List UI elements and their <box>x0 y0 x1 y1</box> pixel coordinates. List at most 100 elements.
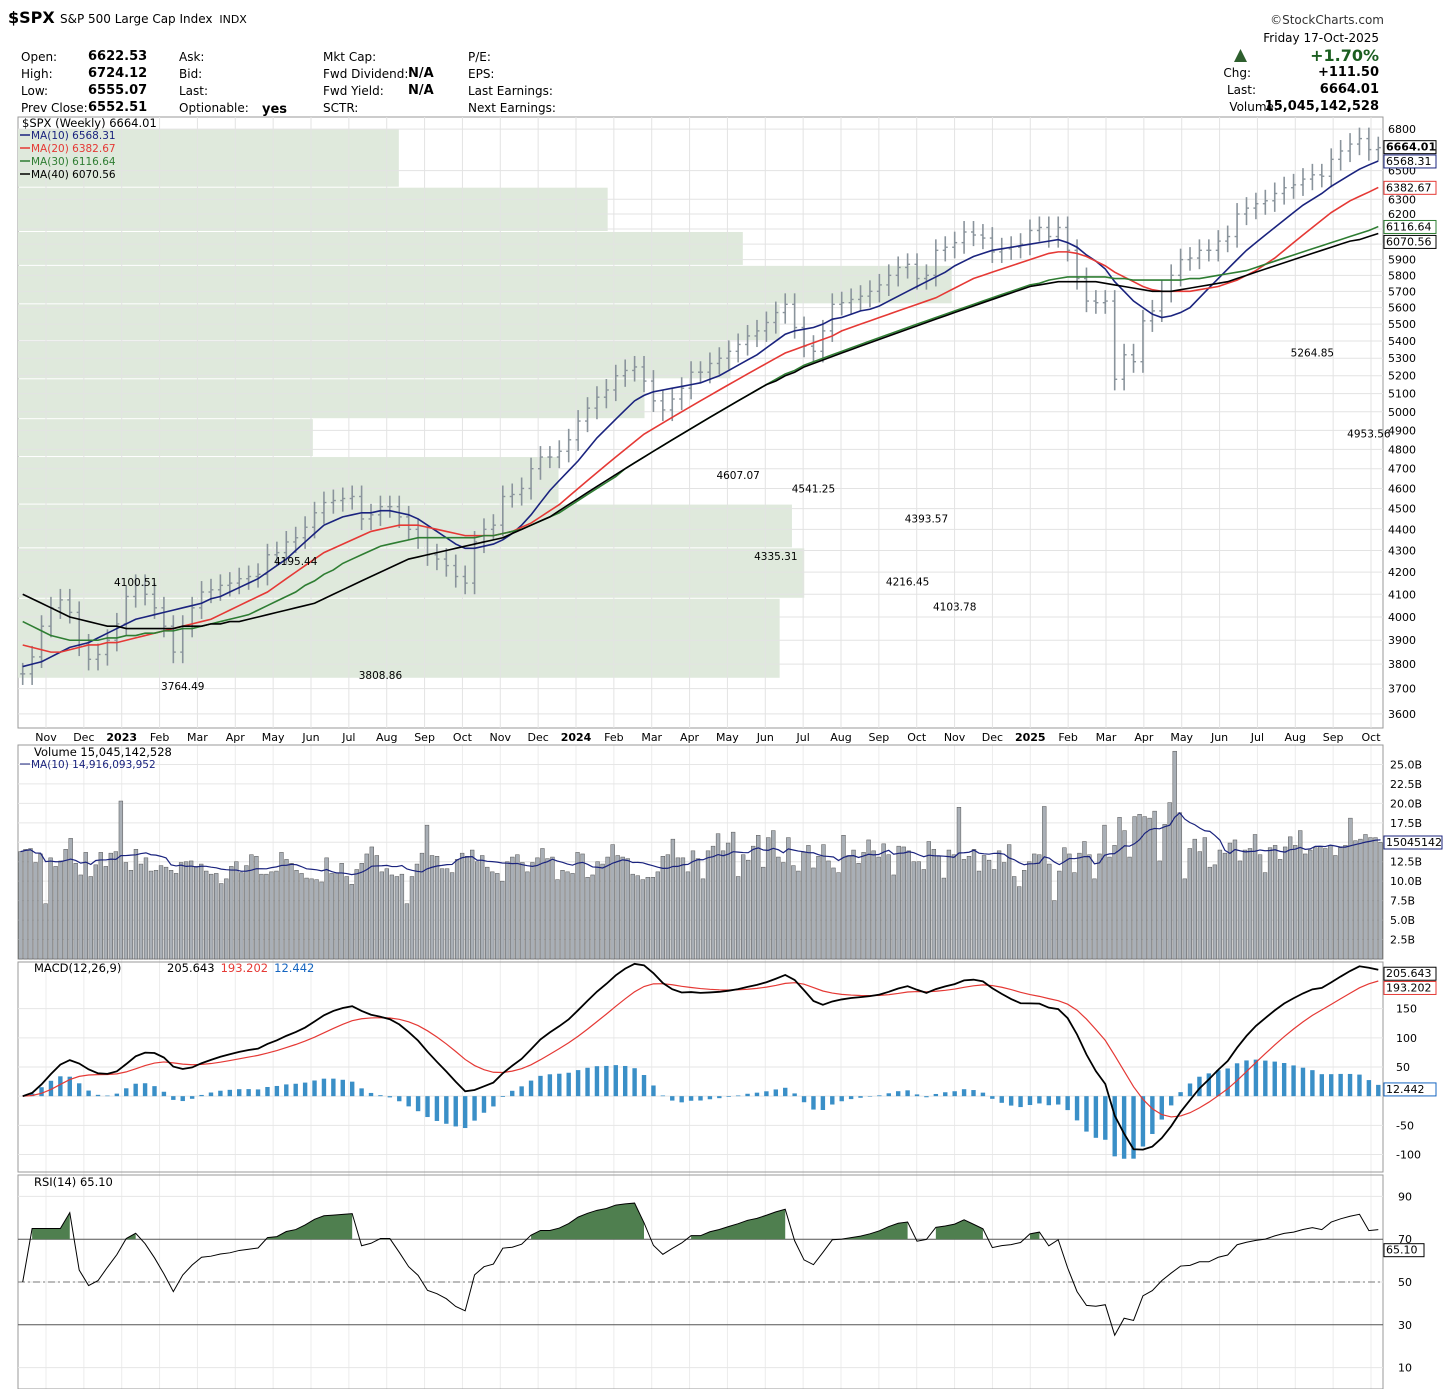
macd-hist-bar <box>58 1076 63 1097</box>
volume-bar <box>720 850 726 960</box>
volume-bar <box>771 830 776 960</box>
x-tick-label: 2024 <box>561 731 592 744</box>
volume-bar <box>831 867 836 960</box>
volume-bar <box>23 849 28 960</box>
price-bar <box>1281 176 1287 205</box>
price-bar <box>1366 127 1372 161</box>
volume-profile-bar <box>18 457 559 504</box>
volume-bar <box>158 865 164 960</box>
macd-hist-bar <box>152 1086 157 1097</box>
price-bar <box>716 347 722 375</box>
volume-bar <box>1378 842 1383 960</box>
brand-logo[interactable]: ©StockCharts.com <box>1270 13 1384 27</box>
volume-bar <box>505 861 510 960</box>
macd-hist-bar <box>378 1095 383 1097</box>
volume-bar <box>354 869 359 960</box>
volume-bar <box>454 859 460 960</box>
volume-bar <box>776 856 781 960</box>
volume-bar <box>1232 839 1238 960</box>
price-annotation: 4103.78 <box>933 601 976 613</box>
macd-values: 205.643 193.202 12.442 <box>167 961 314 975</box>
volume-bar <box>1122 830 1127 960</box>
macd-hist-bar <box>538 1075 543 1097</box>
macd-hist-bar <box>877 1095 882 1097</box>
volume-bar <box>279 852 284 960</box>
price-bar <box>575 410 581 451</box>
quote-value: yes <box>262 102 288 117</box>
x-tick-label: Apr <box>226 731 246 744</box>
x-tick-label: Jul <box>796 731 810 744</box>
volume-bar <box>801 852 806 960</box>
volume-bar <box>911 861 916 960</box>
volume-bar <box>510 856 515 960</box>
volume-bar <box>725 842 731 960</box>
volume-bar <box>756 835 761 960</box>
price-bar <box>566 428 572 463</box>
macd-hist-bar <box>848 1096 854 1100</box>
macd-hist-bar <box>594 1066 600 1097</box>
volume-bar <box>560 870 565 960</box>
macd-hist-bar <box>698 1096 703 1101</box>
volume-bar <box>495 873 500 960</box>
x-tick-label: Jul <box>1250 731 1264 744</box>
macd-hist-bar <box>839 1096 844 1102</box>
volume-bar <box>1298 830 1303 960</box>
price-bar <box>952 231 958 259</box>
price-bar <box>396 495 402 528</box>
macd-hist-bar <box>990 1096 995 1099</box>
volume-bar <box>856 863 861 960</box>
volume-bar <box>555 879 560 960</box>
macd-hist-bar <box>745 1093 750 1097</box>
volume-bar <box>424 824 430 960</box>
price-tick-label: 4900 <box>1388 424 1416 437</box>
macd-tick-label: 50 <box>1396 1061 1410 1074</box>
price-bar <box>1356 127 1362 156</box>
price-bar <box>914 253 920 290</box>
macd-hist-bar <box>218 1090 223 1097</box>
volume-bar <box>294 870 299 960</box>
volume-bar <box>359 863 364 960</box>
volume-bar <box>705 850 711 960</box>
macd-hist-bar <box>1347 1073 1353 1097</box>
macd-hist-bar <box>397 1096 402 1102</box>
price-bar <box>255 563 261 588</box>
macd-hist-bar <box>924 1096 929 1098</box>
volume-bar <box>1217 849 1223 960</box>
volume-bar <box>866 839 871 960</box>
macd-hist-bar <box>528 1080 534 1097</box>
volume-bar <box>1142 816 1147 960</box>
volume-bar <box>901 846 906 960</box>
volume-profile-bar <box>18 379 645 419</box>
price-annotation: 4953.56 <box>1347 428 1391 440</box>
volume-bar <box>153 870 159 960</box>
volume-bar <box>1092 878 1097 960</box>
price-bar <box>349 485 355 510</box>
rsi-title: RSI(14) 65.10 <box>34 1175 113 1189</box>
volume-bar <box>605 856 610 960</box>
rsi-tick-label: 30 <box>1398 1319 1412 1332</box>
volume-bar <box>971 849 977 960</box>
volume-bar <box>600 863 605 960</box>
price-bar <box>39 615 45 669</box>
price-bar <box>57 588 63 619</box>
x-tick-label: Nov <box>490 731 512 744</box>
volume-bar <box>650 877 655 960</box>
price-bar <box>1046 216 1052 248</box>
volume-bar <box>63 849 68 960</box>
quote-label: Open: <box>21 50 58 64</box>
price-tick-label: 5300 <box>1388 352 1416 365</box>
macd-hist-bar <box>895 1091 901 1097</box>
volume-bar <box>1042 806 1047 960</box>
price-bar <box>246 565 252 590</box>
macd-hist-bar <box>1310 1070 1315 1097</box>
macd-hist-bar <box>500 1096 506 1097</box>
macd-hist-bar <box>349 1081 355 1097</box>
price-annotation: 3764.49 <box>161 681 204 693</box>
volume-bar <box>374 855 379 960</box>
volume-bar <box>766 837 771 960</box>
volume-profile-bar <box>18 304 780 341</box>
volume-bar <box>956 807 962 960</box>
value-tag-label: 15045142 <box>1386 836 1442 849</box>
volume-bar <box>660 856 666 960</box>
volume-bar <box>1167 802 1172 960</box>
